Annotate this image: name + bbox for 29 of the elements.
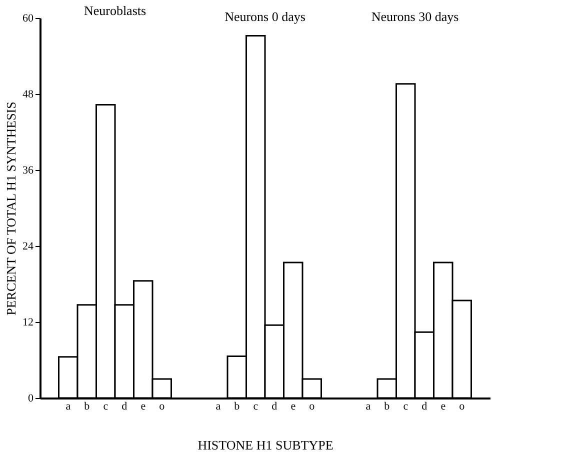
x-axis-title: HISTONE H1 SUBTYPE bbox=[198, 438, 334, 452]
y-tick-label: 36 bbox=[22, 164, 34, 176]
x-tick-label: b bbox=[84, 400, 90, 412]
y-tick-label: 48 bbox=[22, 88, 34, 100]
y-axis-title: PERCENT OF TOTAL H1 SYNTHESIS bbox=[4, 102, 18, 316]
x-tick-label: a bbox=[216, 400, 221, 412]
x-tick-label: c bbox=[403, 400, 408, 412]
chart-title: Neurons 30 days bbox=[371, 9, 459, 24]
x-tick-label: o bbox=[159, 400, 166, 412]
x-tick-label: o bbox=[309, 400, 316, 412]
y-tick-label: 60 bbox=[22, 12, 34, 24]
x-tick-label: c bbox=[103, 400, 108, 412]
y-tick-label: 0 bbox=[28, 392, 34, 404]
y-tick-label: 24 bbox=[22, 240, 34, 252]
x-tick-label: a bbox=[66, 400, 71, 412]
y-tick-label: 12 bbox=[22, 316, 34, 328]
x-tick-label: a bbox=[366, 400, 371, 412]
x-tick-label: d bbox=[122, 400, 128, 412]
x-tick-label: e bbox=[140, 400, 146, 412]
chart-title: Neurons 0 days bbox=[224, 9, 306, 24]
x-tick-label: e bbox=[290, 400, 296, 412]
x-tick-label: b bbox=[234, 400, 240, 412]
x-tick-label: d bbox=[422, 400, 428, 412]
x-tick-label: c bbox=[253, 400, 258, 412]
x-tick-label: o bbox=[459, 400, 466, 412]
x-tick-label: d bbox=[272, 400, 278, 412]
x-tick-label: e bbox=[440, 400, 446, 412]
chart-title: Neuroblasts bbox=[84, 3, 146, 18]
x-tick-label: b bbox=[384, 400, 390, 412]
